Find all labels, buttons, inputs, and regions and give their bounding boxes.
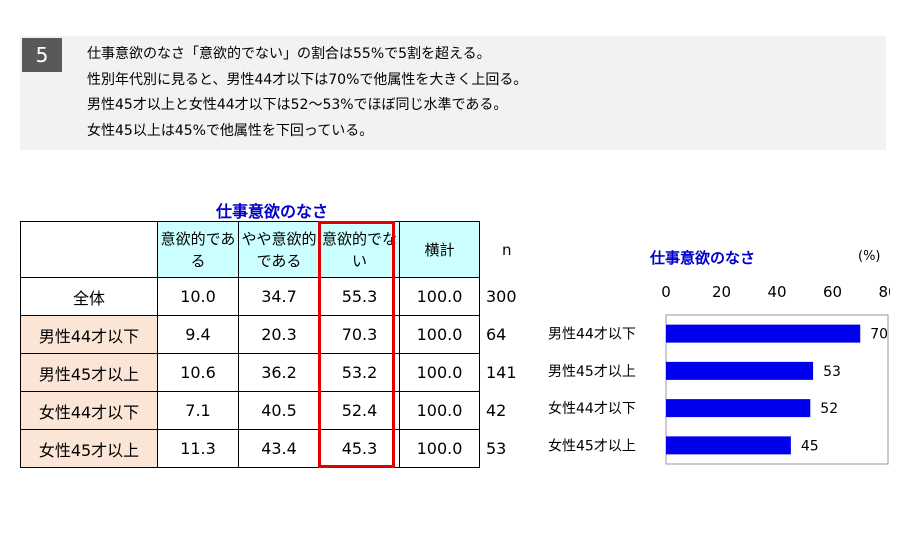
row-label: 全体: [20, 277, 158, 316]
table-cell: 40.5: [238, 391, 320, 430]
header-cell: 意欲的である: [157, 221, 239, 278]
table-cell: 43.4: [238, 429, 320, 468]
category-label: 女性45才以上: [548, 437, 636, 454]
table-cell-n: 141: [486, 363, 517, 382]
table-cell: 70.3: [319, 315, 400, 354]
table-row: 男性44才以下 9.4 20.3 70.3 100.0 64: [20, 315, 522, 354]
bar-chart: 0 20 40 60 80 男性44才以下 70 男性45才以上 53 女性44才以下 52 女性45…: [548, 283, 890, 465]
x-tick-label: 40: [767, 283, 786, 301]
section-number-badge: 5: [22, 38, 62, 72]
table-row: 男性45才以上 10.6 36.2 53.2 100.0 141: [20, 353, 522, 392]
table-row: 全体 10.0 34.7 55.3 100.0 300: [20, 277, 522, 316]
chart-unit-label: (%): [858, 249, 881, 264]
table-cell: 9.4: [157, 315, 239, 354]
table-cell: 7.1: [157, 391, 239, 430]
category-label: 男性44才以下: [548, 327, 636, 343]
row-label: 男性45才以上: [20, 353, 158, 392]
x-tick-label: 0: [661, 283, 671, 301]
highlight-frame: [318, 221, 395, 468]
header-cell: 横計: [399, 221, 480, 278]
table-cell: 36.2: [238, 353, 320, 392]
table-cell: 100.0: [399, 315, 480, 354]
header-cell: 意欲的でない: [319, 221, 400, 278]
row-label: 女性45才以上: [20, 429, 158, 468]
row-label: 女性44才以下: [20, 391, 158, 430]
summary-line: 仕事意欲のなさ「意欲的でない」の割合は55%で5割を超える。: [87, 46, 491, 62]
chart-title: 仕事意欲のなさ: [650, 249, 756, 267]
table-cell-n: 42: [486, 401, 507, 420]
table-cell: 11.3: [157, 429, 239, 468]
header-cell-n: n: [502, 240, 512, 259]
table-row: 女性45才以上 11.3 43.4 45.3 100.0 53: [20, 429, 522, 468]
table-cell: 100.0: [399, 391, 480, 430]
data-label: 70: [870, 327, 888, 343]
bar: [666, 436, 791, 455]
bar: [666, 361, 814, 380]
bar: [666, 399, 811, 418]
summary-panel: [20, 36, 886, 150]
table-cell: 10.0: [157, 277, 239, 316]
summary-line: 男性45才以上と女性44才以下は52～53%でほぼ同じ水準である。: [87, 97, 508, 113]
header-cell: やや意欲的である: [238, 221, 320, 278]
table-header-row: 意欲的である やや意欲的である 意欲的でない 横計 n: [20, 221, 522, 278]
summary-line: 女性45以上は45%で他属性を下回っている。: [87, 122, 374, 139]
row-label: 男性44才以下: [20, 315, 158, 354]
table-row: 女性44才以下 7.1 40.5 52.4 100.0 42: [20, 391, 522, 430]
table-cell-n: 64: [486, 325, 507, 344]
table-cell: 100.0: [399, 277, 480, 316]
table-cell: 10.6: [157, 353, 239, 392]
table-cell: 100.0: [399, 353, 480, 392]
x-tick-label: 20: [712, 283, 731, 301]
table-corner-cell: [20, 221, 158, 278]
table-cell-n: 53: [486, 439, 507, 458]
table-cell: 34.7: [238, 277, 320, 316]
category-label: 女性44才以下: [548, 400, 636, 417]
data-label: 52: [820, 401, 838, 417]
x-tick-label: 80: [878, 283, 890, 301]
data-label: 45: [801, 438, 819, 454]
bar: [666, 324, 861, 343]
table-cell: 55.3: [319, 277, 400, 316]
table-cell: 20.3: [238, 315, 320, 354]
category-label: 男性45才以上: [548, 364, 636, 380]
data-label: 53: [823, 364, 841, 380]
table-title: 仕事意欲のなさ: [216, 202, 329, 221]
table-cell: 100.0: [399, 429, 480, 468]
summary-text: 仕事意欲のなさ「意欲的でない」の割合は55%で5割を超える。 性別年代別に見ると…: [87, 42, 527, 144]
data-table: 意欲的である やや意欲的である 意欲的でない 横計 n 全体 10.0 34.7…: [20, 221, 522, 468]
summary-line: 性別年代別に見ると、男性44才以下は70%で他属性を大きく上回る。: [87, 71, 528, 88]
table-cell-n: 300: [486, 287, 517, 306]
x-tick-label: 60: [823, 283, 842, 301]
